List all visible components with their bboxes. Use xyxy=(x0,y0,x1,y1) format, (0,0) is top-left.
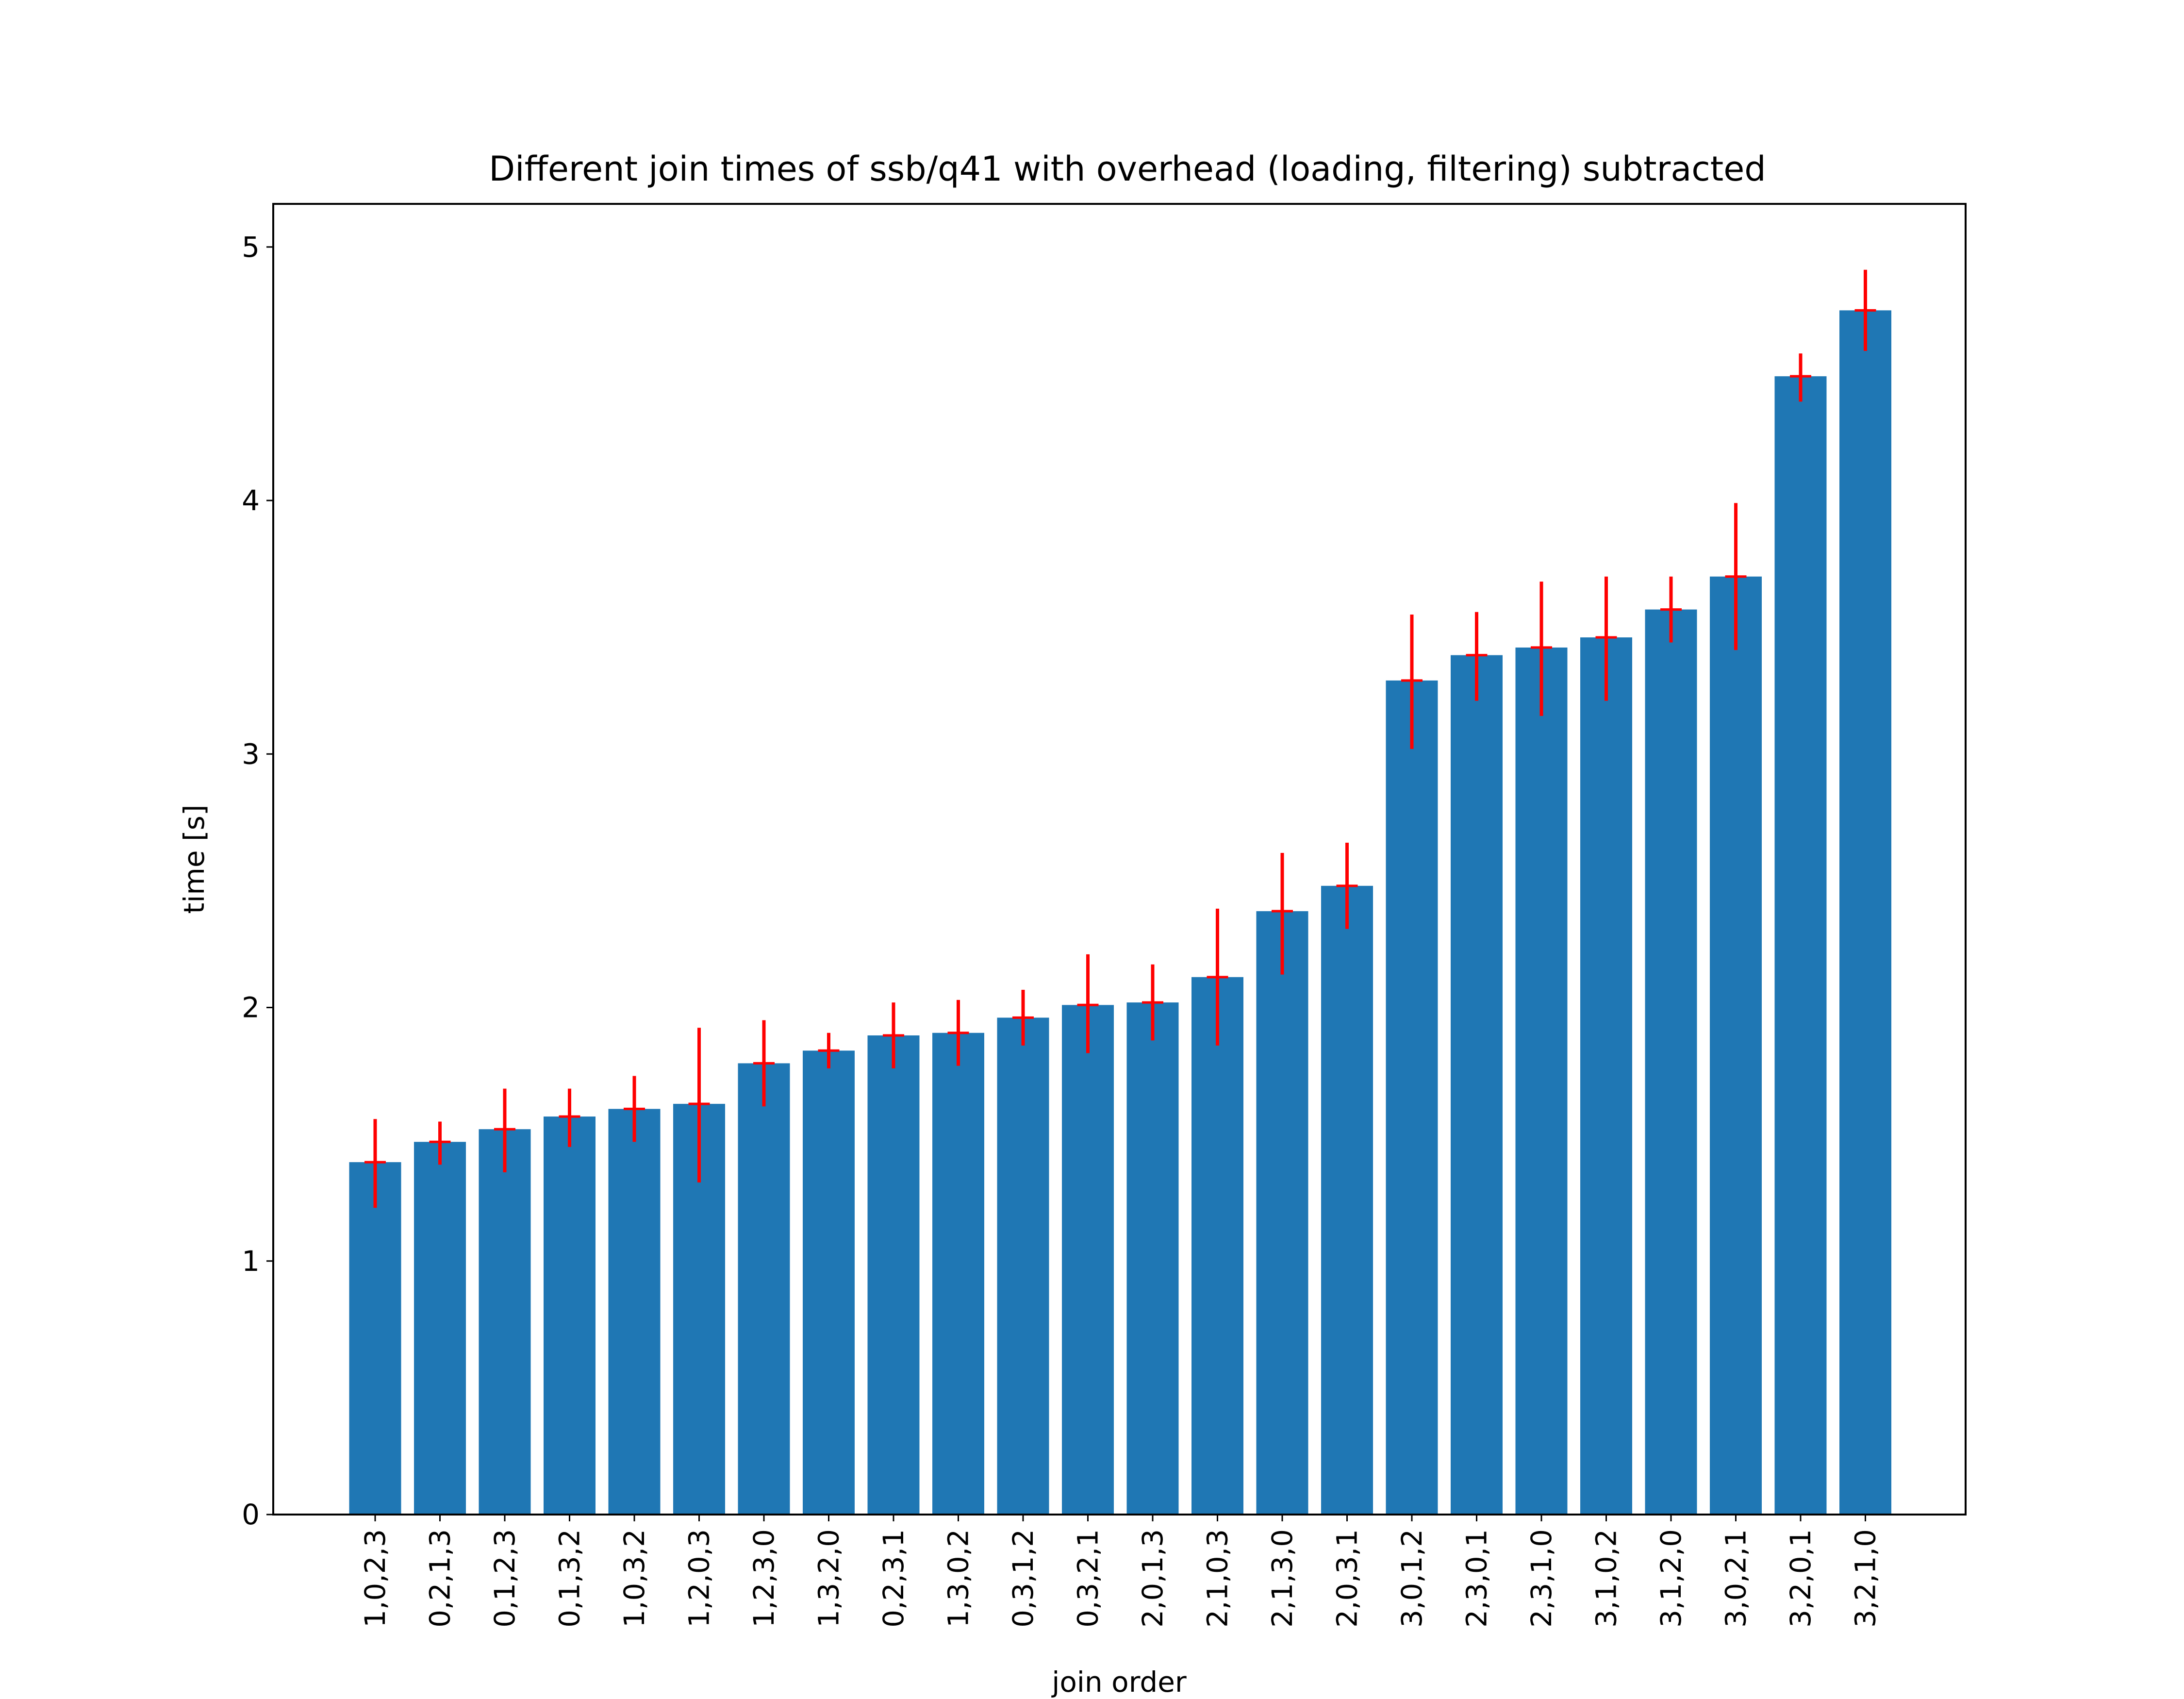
bar-14 xyxy=(1256,911,1308,1515)
x-tick-label-3: 0,1,3,2 xyxy=(553,1529,586,1628)
bar-22 xyxy=(1774,376,1827,1515)
x-tick-label-23: 3,2,1,0 xyxy=(1849,1529,1882,1628)
x-tick-label-18: 2,3,1,0 xyxy=(1525,1529,1558,1628)
x-tick-label-5: 1,2,0,3 xyxy=(683,1529,716,1628)
x-tick-label-14: 2,1,3,0 xyxy=(1266,1529,1299,1628)
chart-title: Different join times of ssb/q41 with ove… xyxy=(489,149,1766,189)
x-axis-title: join order xyxy=(1051,1666,1187,1699)
y-tick-label-1: 1 xyxy=(242,1245,260,1278)
bar-9 xyxy=(932,1033,984,1515)
x-tick-label-20: 3,1,2,0 xyxy=(1655,1529,1688,1628)
plot-frame xyxy=(272,203,1967,1516)
x-tick-label-0: 1,0,2,3 xyxy=(359,1529,392,1628)
x-tick-label-4: 1,0,3,2 xyxy=(618,1529,651,1628)
x-tick-label-10: 0,3,1,2 xyxy=(1007,1529,1040,1628)
x-tick-label-16: 3,0,1,2 xyxy=(1395,1529,1428,1628)
y-tick-label-0: 0 xyxy=(242,1498,260,1531)
x-tick-label-11: 0,3,2,1 xyxy=(1072,1529,1105,1628)
y-tick-label-5: 5 xyxy=(242,231,260,264)
bar-0 xyxy=(349,1162,401,1515)
y-tick-label-2: 2 xyxy=(242,991,260,1024)
bar-11 xyxy=(1062,1005,1114,1515)
bar-4 xyxy=(608,1109,661,1515)
y-tick-label-4: 4 xyxy=(242,484,260,517)
x-tick-label-9: 1,3,0,2 xyxy=(942,1529,975,1628)
x-tick-label-1: 0,2,1,3 xyxy=(424,1529,457,1628)
y-axis: 0 1 2 3 4 5 xyxy=(242,231,273,1531)
bar-23 xyxy=(1839,310,1891,1515)
bar-6 xyxy=(738,1063,790,1515)
bar-13 xyxy=(1191,977,1243,1515)
error-bars-group xyxy=(364,269,1876,1208)
x-axis: 1,0,2,3 0,2,1,3 0,1,2,3 0,1,3,2 1,0,3,2 1,2,0… xyxy=(359,1515,1882,1628)
x-tick-label-15: 2,0,3,1 xyxy=(1331,1529,1364,1628)
bar-20 xyxy=(1645,609,1697,1515)
x-tick-label-19: 3,1,0,2 xyxy=(1590,1529,1623,1628)
y-tick-label-3: 3 xyxy=(242,737,260,770)
bar-1 xyxy=(414,1142,466,1515)
bar-17 xyxy=(1451,655,1503,1515)
bar-16 xyxy=(1386,680,1438,1515)
x-tick-label-7: 1,3,2,0 xyxy=(812,1529,845,1628)
bar-12 xyxy=(1126,1002,1179,1515)
x-tick-label-13: 2,1,0,3 xyxy=(1201,1529,1234,1628)
x-tick-label-22: 3,2,0,1 xyxy=(1784,1529,1817,1628)
bars-group xyxy=(349,310,1891,1515)
x-tick-label-17: 2,3,0,1 xyxy=(1460,1529,1493,1628)
x-tick-label-21: 3,0,2,1 xyxy=(1720,1529,1753,1628)
bar-18 xyxy=(1515,647,1568,1515)
bar-15 xyxy=(1321,885,1373,1515)
bar-7 xyxy=(803,1050,855,1515)
x-tick-label-8: 0,2,3,1 xyxy=(877,1529,910,1628)
bar-10 xyxy=(997,1017,1049,1515)
bar-21 xyxy=(1710,576,1762,1515)
bar-8 xyxy=(867,1035,920,1515)
x-tick-label-2: 0,1,2,3 xyxy=(488,1529,521,1628)
bar-19 xyxy=(1580,637,1632,1515)
y-axis-title: time [s] xyxy=(178,805,211,914)
x-tick-label-6: 1,2,3,0 xyxy=(747,1529,780,1628)
bar-2 xyxy=(479,1129,531,1515)
x-tick-label-12: 2,0,1,3 xyxy=(1136,1529,1169,1628)
bar-3 xyxy=(544,1116,596,1515)
